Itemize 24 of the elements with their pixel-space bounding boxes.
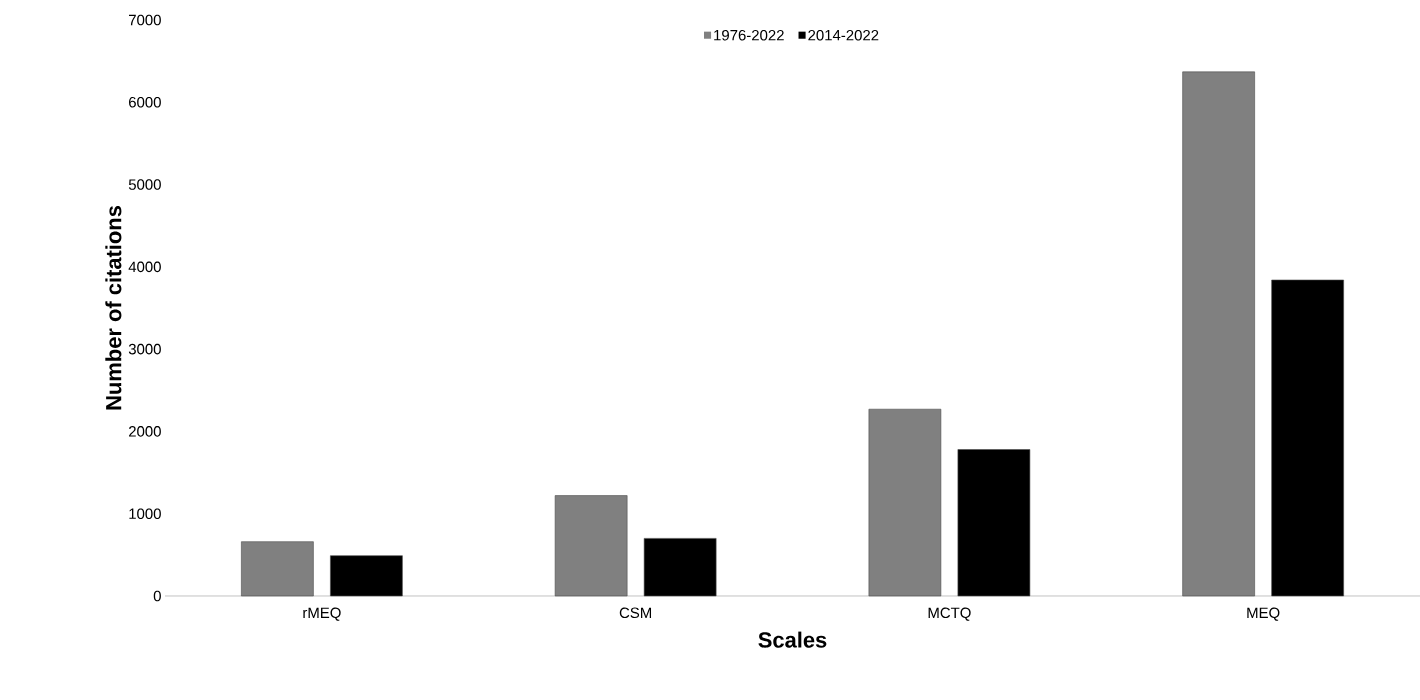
- bar: [554, 495, 628, 597]
- x-tick-label: rMEQ: [303, 607, 341, 621]
- y-tick-label: 2000: [129, 426, 161, 437]
- y-axis-title: Number of citations: [105, 205, 122, 410]
- bar: [643, 538, 717, 597]
- legend-label: 2014-2022: [808, 29, 879, 41]
- y-tick-label: 6000: [129, 96, 161, 108]
- bar: [1271, 279, 1344, 597]
- y-tick-label: 7000: [129, 14, 161, 26]
- bar: [868, 408, 942, 597]
- bar: [1182, 71, 1255, 597]
- x-tick-label: MEQ: [1247, 607, 1280, 621]
- y-tick-label: 0: [153, 590, 161, 602]
- y-tick-label: 1000: [129, 508, 161, 519]
- bar: [957, 449, 1031, 597]
- y-tick-label: 5000: [128, 179, 161, 190]
- bar: [241, 541, 314, 597]
- y-tick-label: 4000: [128, 261, 161, 273]
- bar: [330, 555, 403, 597]
- x-tick-label: MCTQ: [928, 607, 971, 621]
- x-tick-label: CSM: [619, 607, 652, 619]
- legend-label: 1976-2022: [714, 29, 784, 41]
- y-tick-label: 3000: [128, 343, 161, 355]
- x-axis-title: Scales: [758, 631, 827, 648]
